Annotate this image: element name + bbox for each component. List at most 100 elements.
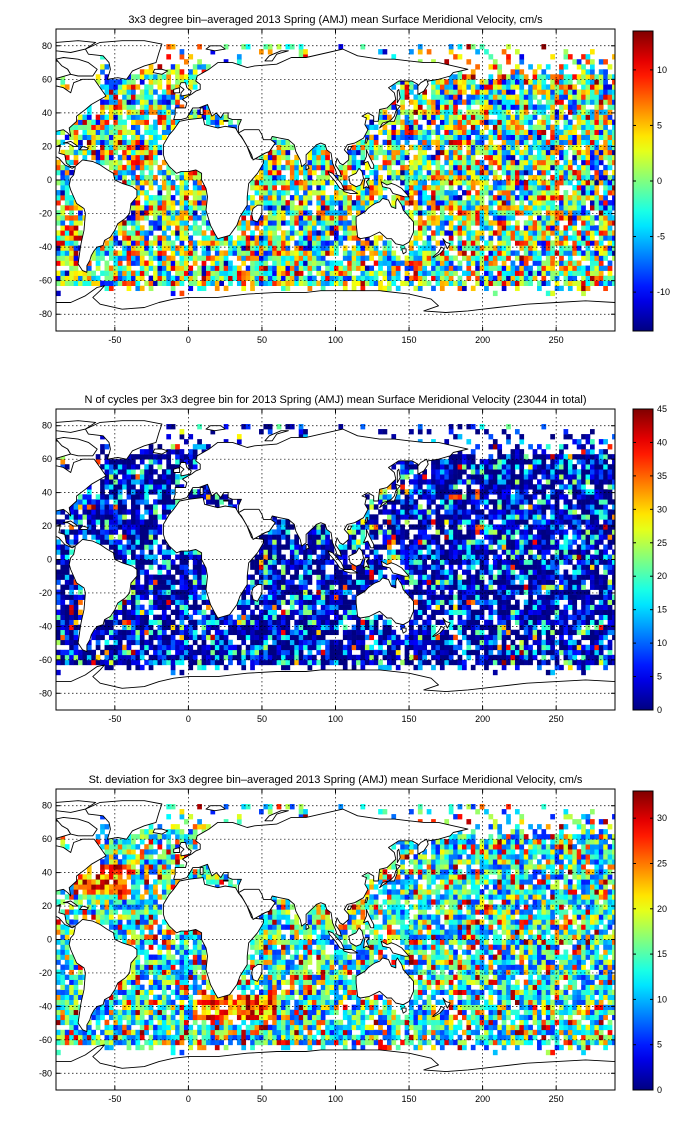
bin-cell (170, 240, 176, 246)
bin-cell (175, 104, 180, 110)
bin-cell (170, 169, 176, 176)
bin-cell (139, 634, 145, 641)
bin-cell (183, 609, 189, 615)
bin-cell (342, 205, 348, 211)
bin-cell (607, 235, 613, 241)
bin-cell (462, 250, 467, 256)
bin-cell (259, 629, 264, 636)
bin-cell (272, 280, 277, 286)
bin-cell (338, 210, 344, 216)
bin-cell (492, 174, 498, 181)
bin-cell (545, 190, 551, 196)
bin-cell (166, 195, 172, 201)
bin-cell (431, 285, 436, 292)
bin-cell (594, 79, 600, 85)
bin-cell (161, 89, 167, 95)
bin-cell (157, 514, 163, 520)
bin-cell (576, 94, 582, 100)
bin-cell (448, 174, 454, 181)
bin-cell (201, 619, 207, 626)
bin-cell (254, 564, 260, 570)
bin-cell (457, 215, 463, 221)
bin-cell (60, 235, 66, 241)
bin-cell (263, 185, 269, 191)
bin-cell (153, 539, 158, 545)
bin-cell (64, 529, 70, 535)
bin-cell (598, 79, 604, 85)
bin-cell (426, 104, 432, 110)
bin-cell (135, 94, 141, 100)
bin-cell (139, 169, 145, 176)
bin-cell (157, 649, 163, 656)
bin-cell (462, 124, 467, 130)
bin-cell (417, 159, 423, 166)
bin-cell (179, 230, 185, 236)
bin-cell (161, 74, 167, 80)
bin-cell (342, 210, 348, 216)
bin-cell (563, 159, 569, 166)
bin-cell (126, 169, 132, 176)
bin-cell (144, 159, 149, 166)
bin-cell (259, 649, 264, 656)
bin-cell (259, 174, 264, 181)
bin-cell (448, 265, 454, 271)
bin-cell (206, 614, 211, 620)
bin-cell (470, 99, 476, 105)
bin-cell (550, 89, 555, 95)
bin-cell (382, 195, 388, 201)
bin-cell (108, 649, 114, 656)
bin-cell (554, 79, 560, 85)
y-tick-label: 60 (42, 74, 52, 84)
bin-cell (219, 654, 224, 661)
bin-cell (78, 270, 83, 276)
bin-cell (382, 270, 388, 276)
bin-cell (144, 609, 149, 615)
bin-cell (144, 180, 149, 186)
bin-cell (179, 74, 185, 80)
bin-cell (581, 74, 586, 80)
bin-cell (554, 74, 560, 80)
bin-cell (532, 94, 538, 100)
bin-cell (267, 185, 273, 191)
bin-cell (117, 260, 123, 266)
bin-cell (594, 154, 600, 161)
bin-cell (166, 240, 172, 246)
bin-cell (603, 139, 608, 146)
bin-cell (272, 200, 277, 206)
bin-cell (188, 619, 194, 626)
bin-cell (259, 260, 264, 266)
bin-cell (78, 139, 83, 146)
bin-cell (122, 499, 127, 505)
bin-cell (373, 270, 379, 276)
colorbar-tick-label: 5 (657, 120, 662, 130)
bin-cell (183, 265, 189, 271)
bin-cell (559, 255, 564, 261)
bin-cell (210, 114, 216, 120)
bin-cell (131, 589, 136, 595)
bin-cell (259, 195, 264, 201)
bin-cell (607, 190, 613, 196)
bin-cell (453, 270, 458, 276)
bin-cell (223, 439, 229, 445)
bin-cell (201, 444, 207, 450)
bin-cell (214, 619, 220, 626)
bin-cell (506, 275, 511, 281)
bin-cell (131, 454, 136, 460)
bin-cell (316, 265, 322, 271)
bin-cell (462, 210, 467, 216)
bin-cell (386, 280, 392, 286)
bin-cell (188, 584, 194, 590)
bin-cell (598, 159, 604, 166)
bin-cell (188, 634, 194, 641)
bin-cell (470, 159, 476, 166)
bin-cell (462, 225, 467, 231)
bin-cell (320, 195, 326, 201)
bin-cell (589, 235, 595, 241)
bin-cell (117, 250, 123, 256)
bin-cell (559, 200, 564, 206)
bin-cell (528, 195, 533, 201)
bin-cell (201, 649, 207, 656)
bin-cell (183, 235, 189, 241)
bin-cell (541, 235, 547, 241)
bin-cell (60, 629, 66, 636)
